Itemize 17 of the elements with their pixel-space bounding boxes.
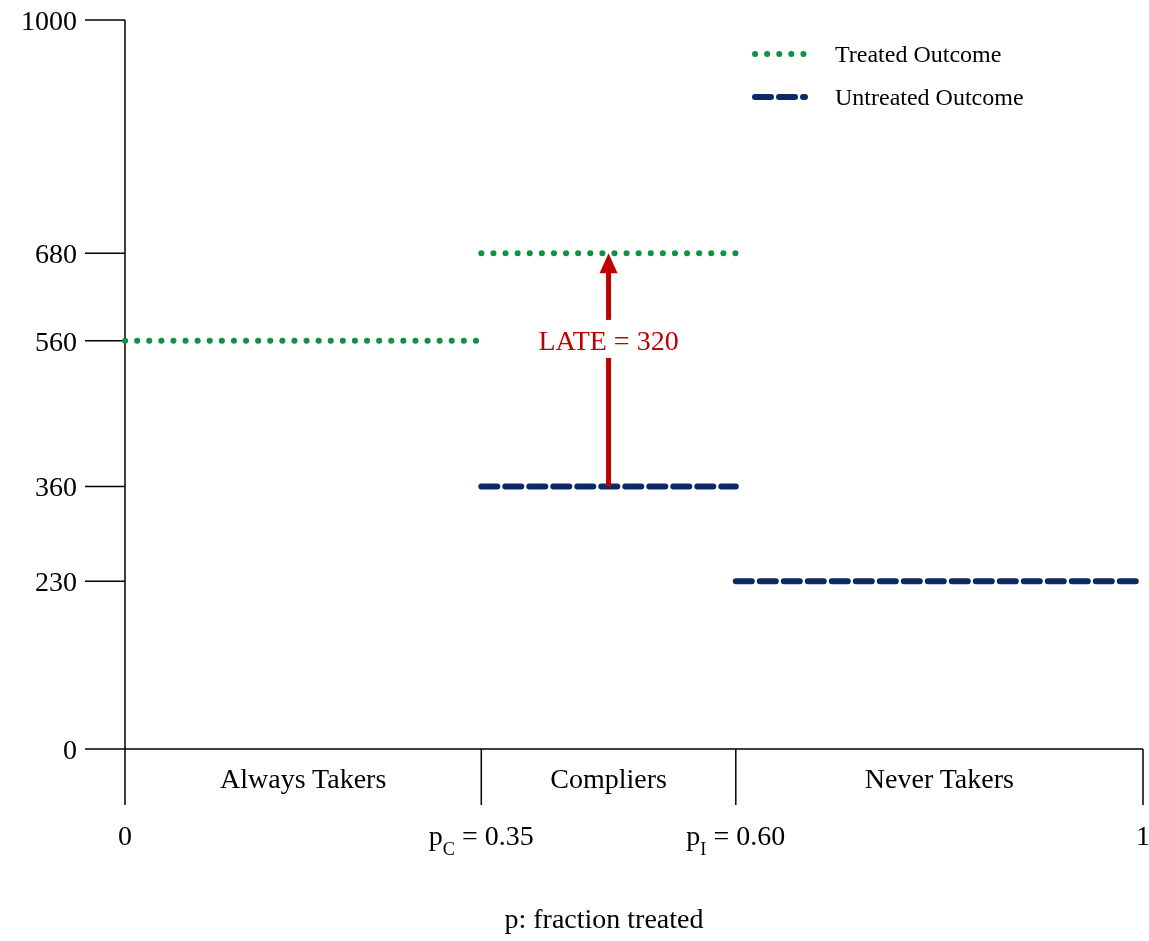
text: Compliers [550, 763, 667, 794]
x-tick-label: 1 [1136, 820, 1149, 851]
x-tick-label: p$_{I}$ = 0.60 [686, 820, 786, 859]
x-tick-label: p$_{C}$ = 0.35 [428, 820, 534, 859]
y-tick-label: 0 [63, 733, 77, 765]
text: Never Takers [864, 763, 1014, 794]
y-tick-label: 680 [35, 238, 77, 270]
x-axis-title: p: fraction treated [504, 903, 704, 934]
x-tick-label: 0 [118, 820, 132, 851]
y-tick-label: 560 [35, 325, 77, 357]
text: Always Takers [220, 763, 387, 794]
y-tick-label: 360 [35, 471, 77, 503]
legend-label: Treated Outcome [835, 41, 1002, 68]
y-tick-label: 230 [35, 566, 77, 598]
annotation: LATE = 320 [538, 324, 679, 356]
legend-label: Untreated Outcome [835, 84, 1024, 111]
y-tick-label: 1000 [21, 4, 77, 36]
